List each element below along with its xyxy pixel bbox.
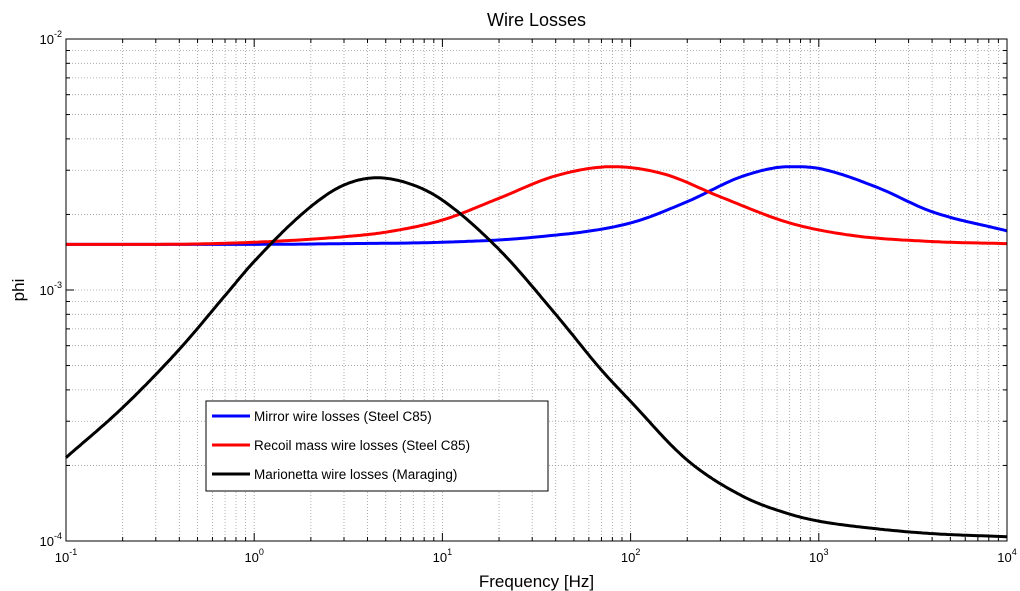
y-axis-label: phi	[9, 279, 28, 302]
x-tick-label: 102	[621, 547, 640, 565]
legend: Mirror wire losses (Steel C85) Recoil mas…	[205, 400, 549, 492]
series-layer	[65, 165, 1008, 539]
legend-label-2: Recoil mass wire losses (Steel C85)	[254, 438, 470, 453]
series-line-3	[65, 176, 1008, 539]
chart-title: Wire Losses	[487, 10, 586, 30]
y-tick-label: 10-3	[40, 280, 62, 298]
series-line-2	[66, 165, 1007, 246]
plot-frame	[65, 38, 1008, 542]
x-tick-label: 104	[997, 547, 1016, 565]
legend-label-1: Mirror wire losses (Steel C85)	[254, 409, 432, 424]
x-tick-label: 100	[244, 547, 263, 565]
x-tick-label: 10-1	[55, 547, 77, 565]
y-tick-label: 10-4	[40, 531, 62, 549]
x-axis-label: Frequency [Hz]	[479, 572, 594, 591]
x-tick-label: 101	[433, 547, 452, 565]
tick-labels: 10-1 100 101 102 103 104 10-4 10-3 10-2	[40, 29, 1017, 565]
legend-box	[205, 400, 549, 492]
x-tick-label: 103	[809, 547, 828, 565]
y-tick-label: 10-2	[40, 29, 62, 47]
legend-label-3: Marionetta wire losses (Maraging)	[254, 467, 457, 482]
series-line-1	[66, 165, 1008, 246]
